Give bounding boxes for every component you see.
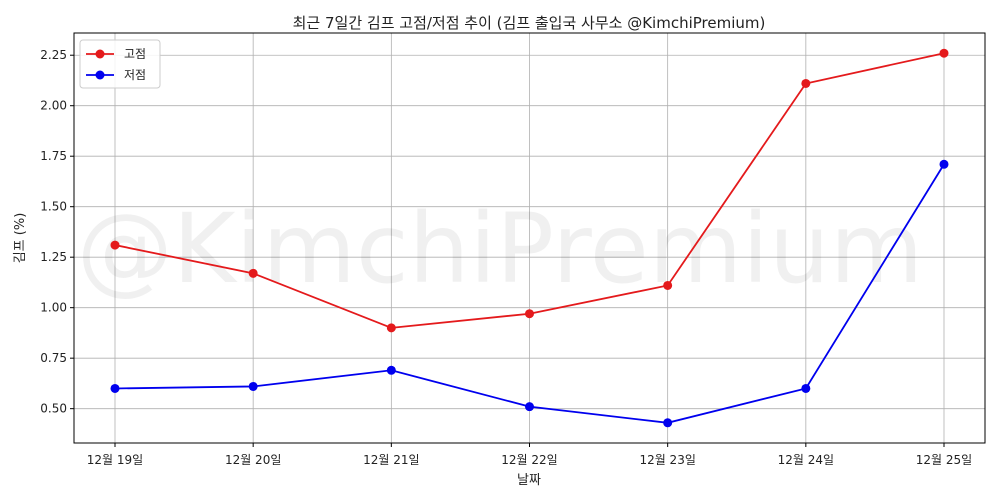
y-tick-label: 0.75 [40,351,67,365]
y-tick-label: 1.50 [40,200,67,214]
data-point [663,280,673,290]
legend-box [79,39,161,89]
legend-label: 고점 [124,47,146,61]
y-tick-label: 1.00 [40,301,67,315]
y-axis-label: 김프 (%) [13,213,28,264]
chart-title: 최근 7일간 김프 고점/저점 추이 (김프 출입국 사무소 @KimchiPr… [293,14,766,32]
data-point [939,48,949,58]
y-axis-ticks: 0.50 0.75 1.00 1.25 1.50 1.75 2.00 2.25 [40,48,74,416]
x-tick-label: 12월 25일 [916,453,972,467]
data-point [525,309,534,319]
data-point [110,240,120,250]
x-tick-label: 12월 24일 [778,453,834,467]
data-point [663,418,673,428]
watermark-text: @KimchiPremium [77,193,924,305]
data-point [248,381,258,391]
legend-swatch-marker [95,70,105,80]
x-tick-label: 12월 19일 [87,453,143,467]
y-tick-label: 2.25 [40,48,67,62]
x-tick-label: 12월 23일 [639,453,695,467]
data-point [386,365,396,375]
y-tick-label: 1.25 [40,250,67,264]
data-point [801,78,811,88]
data-point [525,402,534,412]
series-layer [110,48,949,428]
legend-swatch-marker [95,49,105,59]
x-tick-label: 12월 20일 [225,453,281,467]
data-point [248,268,258,278]
y-tick-label: 2.00 [40,99,67,113]
x-tick-label: 12월 22일 [501,453,557,467]
legend-label: 저점 [124,68,146,82]
x-tick-label: 12월 21일 [363,453,419,467]
x-axis-label: 날짜 [517,473,541,488]
data-point [939,159,949,169]
x-axis-ticks: 12월 19일 12월 20일 12월 21일 12월 22일 12월 23일 12월 2… [87,443,972,467]
data-point [386,323,396,333]
y-tick-label: 1.75 [40,149,67,163]
grid-lines [74,33,985,443]
data-point [110,383,120,393]
data-point [801,383,811,393]
y-tick-label: 0.50 [40,402,67,416]
